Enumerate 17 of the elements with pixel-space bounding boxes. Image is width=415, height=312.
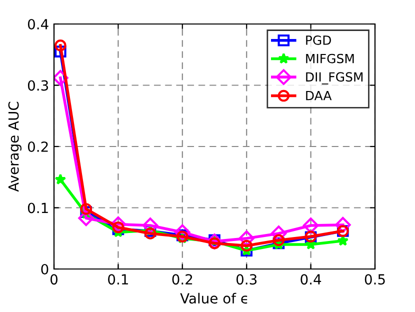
x-tick-label: 0.4 bbox=[300, 274, 322, 285]
y-tick-label: 0.3 bbox=[28, 80, 48, 91]
x-tick-label: 0.2 bbox=[172, 274, 192, 285]
x-axis-title: Value of ϵ bbox=[180, 292, 248, 304]
x-tick-label: 0.1 bbox=[108, 274, 128, 285]
y-axis-title: Average AUC bbox=[8, 102, 22, 192]
legend-label: DII_FGSM bbox=[306, 72, 363, 84]
x-tick-label: 0 bbox=[50, 274, 58, 285]
legend-label: PGD bbox=[306, 35, 332, 45]
y-tick-label: 0.4 bbox=[28, 18, 48, 30]
x-tick-label: 0.3 bbox=[236, 274, 257, 285]
x-tick-label: 0.5 bbox=[364, 274, 385, 285]
y-tick-label: 0 bbox=[41, 264, 48, 274]
legend-label: MIFGSM bbox=[306, 54, 354, 64]
y-tick-label: 0.1 bbox=[28, 202, 48, 214]
y-tick-label: 0.2 bbox=[28, 141, 48, 152]
legend-label: DAA bbox=[306, 91, 332, 100]
